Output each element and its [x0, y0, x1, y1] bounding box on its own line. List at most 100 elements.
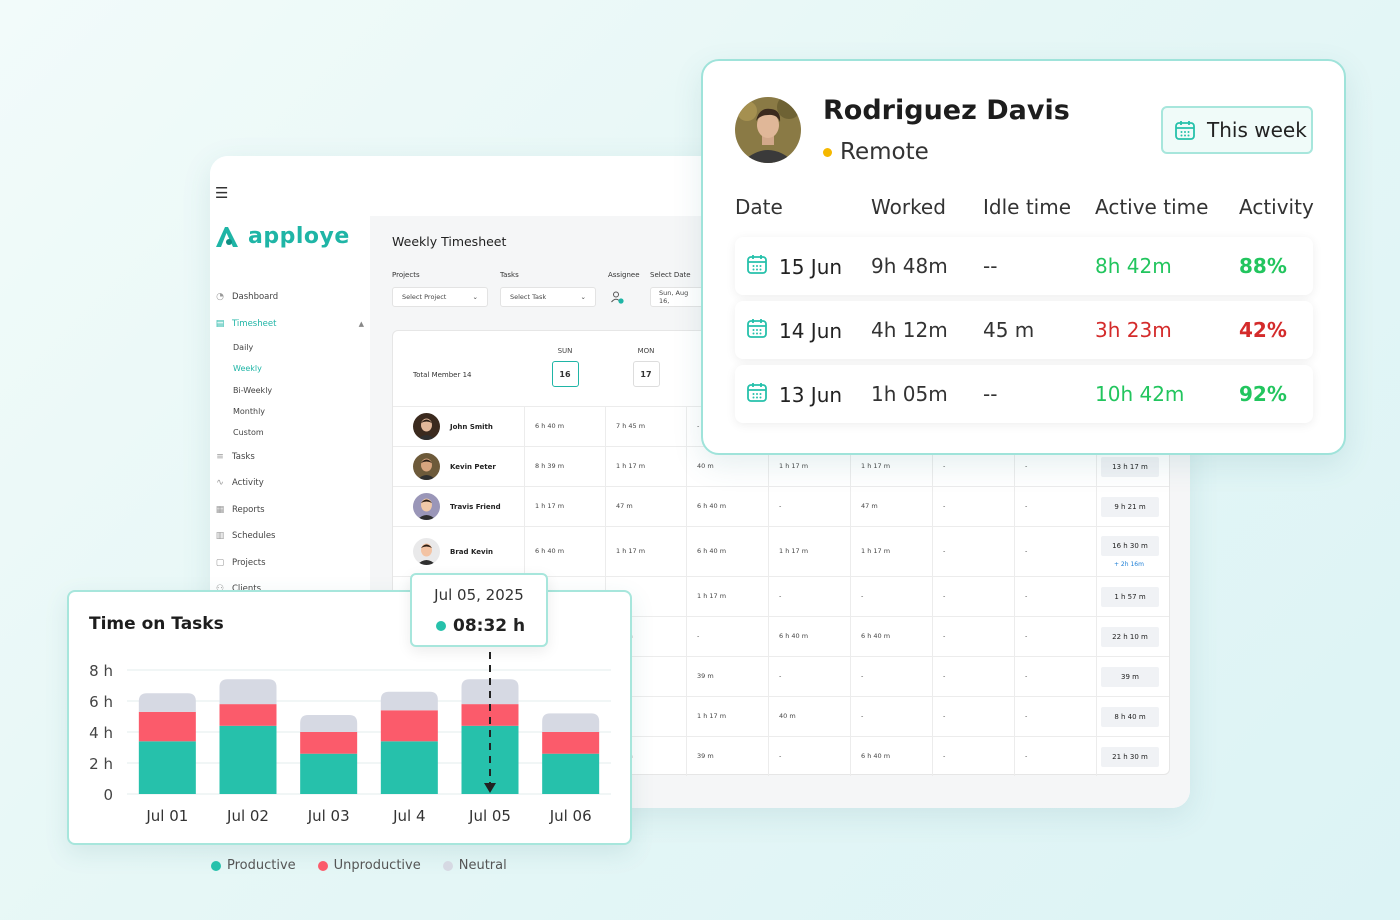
time-cell[interactable]: 1 h 17 m [779, 547, 809, 555]
time-cell[interactable]: - [943, 632, 946, 640]
day-header-mon[interactable]: MON 17 [626, 347, 666, 387]
time-cell[interactable]: 1 h 17 m [697, 592, 727, 600]
member[interactable]: Brad Kevin [413, 538, 493, 565]
sidebar-item-timesheet[interactable]: ▤ Timesheet ▲ [214, 311, 364, 338]
activity-row[interactable]: 15 Jun 9h 48m -- 8h 42m 88% [735, 237, 1313, 295]
row-date: 13 Jun [745, 380, 842, 409]
member[interactable]: Travis Friend [413, 493, 501, 520]
time-cell[interactable]: 6 h 40 m [697, 502, 727, 510]
time-cell[interactable]: 1 h 17 m [616, 547, 646, 555]
activity-row[interactable]: 14 Jun 4h 12m 45 m 3h 23m 42% [735, 301, 1313, 359]
sidebar-item-clients[interactable]: ⚇ Clients [214, 576, 364, 603]
legend-item-neutral[interactable]: Neutral [442, 858, 507, 873]
time-cell[interactable]: 8 h 39 m [535, 462, 565, 470]
sidebar-item-activity[interactable]: ∿ Activity [214, 470, 364, 497]
time-cell[interactable]: 6 h 40 m [779, 632, 809, 640]
day-header-sun[interactable]: SUN 16 [545, 347, 585, 387]
apploye-logo[interactable]: apploye [214, 224, 350, 249]
bar-segment-unproductive[interactable] [219, 704, 277, 726]
sidebar-item-projects[interactable]: ▢ Projects [214, 549, 364, 576]
time-cell[interactable]: 6 h 40 m [861, 752, 891, 760]
bar-segment-neutral[interactable] [219, 679, 277, 705]
legend-item-unproductive[interactable]: Unproductive [317, 858, 421, 873]
time-cell[interactable]: 47 m [616, 502, 633, 510]
time-cell[interactable]: 1 h 17 m [779, 462, 809, 470]
time-cell[interactable]: - [1025, 592, 1028, 600]
time-cell[interactable]: 6 h 40 m [861, 632, 891, 640]
time-cell[interactable]: - [943, 547, 946, 555]
time-cell[interactable]: - [943, 672, 946, 680]
time-cell[interactable]: - [943, 502, 946, 510]
time-cell[interactable]: - [697, 632, 700, 640]
sidebar-item-tasks[interactable]: ≡ Tasks [214, 443, 364, 470]
time-cell[interactable]: 7 h 45 m [616, 422, 646, 430]
sidebar-subitem-daily[interactable]: Daily [233, 343, 254, 353]
time-cell[interactable]: - [697, 422, 700, 430]
member[interactable]: Kevin Peter [413, 453, 496, 480]
time-cell[interactable]: 1 h 17 m [697, 712, 727, 720]
sidebar-item-reports[interactable]: ▦ Reports [214, 496, 364, 523]
time-cell[interactable]: 40 m [779, 712, 796, 720]
sidebar-subitem-bi-weekly[interactable]: Bi-Weekly [233, 385, 273, 395]
time-cell[interactable]: - [861, 672, 864, 680]
time-cell[interactable]: - [1025, 712, 1028, 720]
bar-segment-unproductive[interactable] [300, 732, 358, 754]
time-cell[interactable]: - [943, 462, 946, 470]
bar-segment-unproductive[interactable] [380, 710, 438, 742]
time-cell[interactable]: 1 h 17 m [861, 462, 891, 470]
sidebar-item-dashboard[interactable]: ◔ Dashboard [214, 284, 364, 311]
time-cell[interactable]: - [861, 712, 864, 720]
time-cell[interactable]: 40 m [697, 462, 714, 470]
time-cell[interactable]: 47 m [861, 502, 878, 510]
chevron-up-icon[interactable]: ▲ [358, 319, 364, 328]
time-cell[interactable]: 6 h 40 m [697, 547, 727, 555]
time-cell[interactable]: - [943, 752, 946, 760]
bar-segment-neutral[interactable] [542, 713, 600, 732]
sidebar-subitem-monthly[interactable]: Monthly [233, 407, 266, 417]
time-cell[interactable]: - [943, 592, 946, 600]
time-cell[interactable]: 6 h 40 m [535, 547, 565, 555]
task-select[interactable]: Select Task ⌄ [500, 287, 596, 307]
sidebar-subitem-weekly[interactable]: Weekly [233, 364, 262, 374]
time-cell[interactable]: 39 m [697, 752, 714, 760]
time-cell[interactable]: 1 h 17 m [616, 462, 646, 470]
bar-segment-productive[interactable] [542, 753, 600, 794]
time-cell[interactable]: - [1025, 462, 1028, 470]
time-cell[interactable]: - [1025, 752, 1028, 760]
time-cell[interactable]: - [861, 592, 864, 600]
bar-segment-productive[interactable] [300, 753, 358, 794]
time-cell[interactable]: 1 h 17 m [861, 547, 891, 555]
hamburger-menu-icon[interactable]: ☰ [215, 184, 229, 202]
bar-segment-unproductive[interactable] [542, 732, 600, 754]
time-cell[interactable]: - [779, 752, 782, 760]
time-cell[interactable]: - [779, 672, 782, 680]
time-cell[interactable]: - [779, 502, 782, 510]
date-picker[interactable]: Sun, Aug 16, [650, 287, 710, 307]
time-cell[interactable]: - [943, 712, 946, 720]
member-avatar [413, 493, 440, 520]
project-select[interactable]: Select Project ⌄ [392, 287, 488, 307]
sidebar-subitem-custom[interactable]: Custom [233, 428, 264, 438]
bar-segment-unproductive[interactable] [138, 711, 196, 742]
time-cell[interactable]: - [1025, 672, 1028, 680]
time-cell[interactable]: - [779, 592, 782, 600]
bar-segment-unproductive[interactable] [461, 704, 519, 726]
bar-segment-productive[interactable] [380, 741, 438, 794]
bar-segment-neutral[interactable] [300, 714, 358, 732]
legend-item-productive[interactable]: Productive [211, 858, 296, 873]
sidebar-item-schedules[interactable]: ▥ Schedules [214, 523, 364, 550]
assignee-user-icon[interactable] [610, 290, 624, 304]
bar-segment-productive[interactable] [219, 725, 277, 794]
time-cell[interactable]: 39 m [697, 672, 714, 680]
time-cell[interactable]: 6 h 40 m [535, 422, 565, 430]
bar-segment-productive[interactable] [138, 741, 196, 794]
time-cell[interactable]: 1 h 17 m [535, 502, 565, 510]
bar-segment-neutral[interactable] [380, 691, 438, 711]
bar-segment-neutral[interactable] [138, 693, 196, 712]
time-cell[interactable]: - [1025, 502, 1028, 510]
member[interactable]: John Smith [413, 413, 493, 440]
activity-row[interactable]: 13 Jun 1h 05m -- 10h 42m 92% [735, 365, 1313, 423]
time-cell[interactable]: - [1025, 632, 1028, 640]
time-cell[interactable]: - [1025, 547, 1028, 555]
date-range-button[interactable]: This week [1161, 106, 1313, 154]
